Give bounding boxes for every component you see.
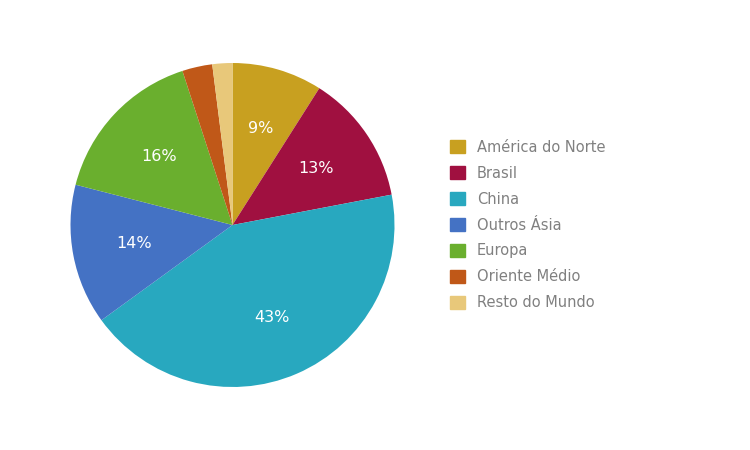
- Wedge shape: [232, 88, 392, 225]
- Wedge shape: [232, 63, 320, 225]
- Text: 16%: 16%: [142, 149, 177, 164]
- Legend: América do Norte, Brasil, China, Outros Ásia, Europa, Oriente Médio, Resto do Mu: América do Norte, Brasil, China, Outros …: [451, 140, 605, 310]
- Text: 14%: 14%: [116, 236, 152, 251]
- Wedge shape: [70, 184, 232, 320]
- Wedge shape: [76, 71, 232, 225]
- Wedge shape: [212, 63, 232, 225]
- Text: 43%: 43%: [255, 310, 290, 325]
- Wedge shape: [101, 195, 394, 387]
- Wedge shape: [182, 64, 232, 225]
- Text: 13%: 13%: [298, 161, 333, 176]
- Text: 9%: 9%: [248, 121, 273, 136]
